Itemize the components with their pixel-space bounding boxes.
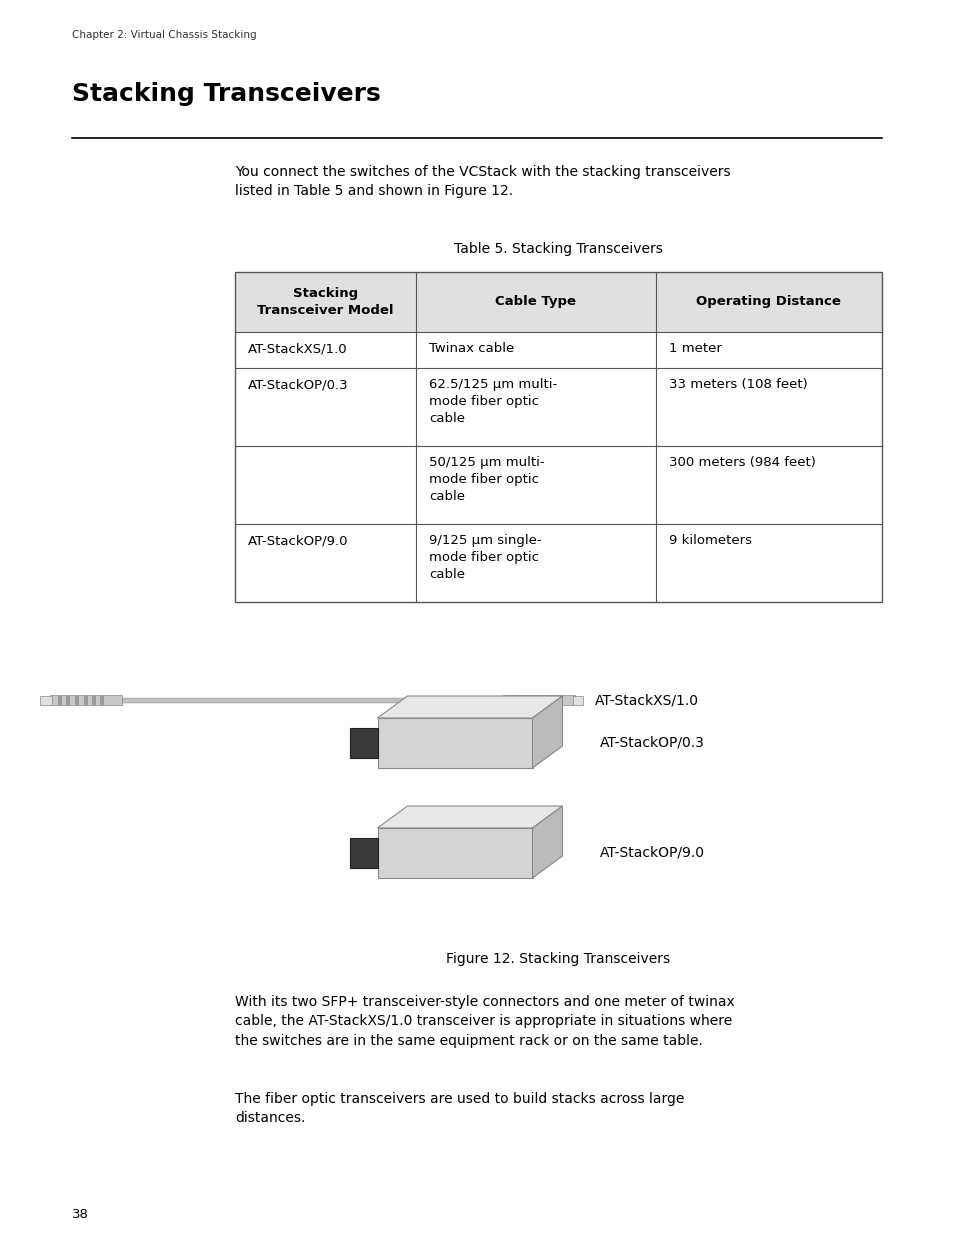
Text: Cable Type: Cable Type — [495, 295, 576, 309]
Bar — [234, 272, 882, 332]
Text: 9 kilometers: 9 kilometers — [668, 534, 751, 547]
Bar — [67, 695, 71, 705]
Bar — [122, 698, 519, 703]
Bar — [544, 695, 548, 705]
Text: 1 meter: 1 meter — [668, 342, 720, 354]
Bar — [50, 695, 122, 705]
Bar — [100, 695, 105, 705]
Bar — [84, 695, 88, 705]
Text: Stacking
Transceiver Model: Stacking Transceiver Model — [257, 288, 394, 316]
Text: AT-StackOP/9.0: AT-StackOP/9.0 — [248, 534, 348, 547]
Bar — [91, 695, 96, 705]
Text: You connect the switches of the VCStack with the stacking transceivers
listed in: You connect the switches of the VCStack … — [234, 165, 730, 199]
Bar — [511, 695, 515, 705]
Bar — [377, 827, 532, 878]
Text: AT-StackOP/0.3: AT-StackOP/0.3 — [599, 736, 704, 750]
Bar — [234, 332, 882, 601]
Text: AT-StackOP/0.3: AT-StackOP/0.3 — [248, 378, 348, 391]
Text: The fiber optic transceivers are used to build stacks across large
distances.: The fiber optic transceivers are used to… — [234, 1092, 683, 1125]
Text: 50/125 μm multi-
mode fiber optic
cable: 50/125 μm multi- mode fiber optic cable — [429, 456, 544, 503]
Bar — [349, 839, 377, 868]
Bar — [553, 695, 557, 705]
Bar — [502, 695, 575, 705]
Text: AT-StackXS/1.0: AT-StackXS/1.0 — [248, 342, 347, 354]
Text: 38: 38 — [71, 1208, 89, 1221]
Text: With its two SFP+ transceiver-style connectors and one meter of twinax
cable, th: With its two SFP+ transceiver-style conn… — [234, 995, 734, 1049]
Bar — [536, 695, 540, 705]
Polygon shape — [377, 806, 562, 827]
Bar — [58, 695, 62, 705]
Bar — [573, 695, 582, 704]
Text: 62.5/125 μm multi-
mode fiber optic
cable: 62.5/125 μm multi- mode fiber optic cabl… — [429, 378, 557, 425]
Bar — [234, 272, 882, 601]
Bar — [40, 695, 52, 704]
Text: Twinax cable: Twinax cable — [429, 342, 514, 354]
Text: 9/125 μm single-
mode fiber optic
cable: 9/125 μm single- mode fiber optic cable — [429, 534, 541, 580]
Text: Figure 12. Stacking Transceivers: Figure 12. Stacking Transceivers — [446, 952, 670, 966]
Bar — [349, 727, 377, 758]
Text: Operating Distance: Operating Distance — [696, 295, 841, 309]
Text: AT-StackOP/9.0: AT-StackOP/9.0 — [599, 846, 704, 860]
Text: Stacking Transceivers: Stacking Transceivers — [71, 82, 380, 106]
Polygon shape — [532, 806, 562, 878]
Text: AT-StackXS/1.0: AT-StackXS/1.0 — [595, 693, 699, 706]
Bar — [377, 718, 532, 768]
Bar — [527, 695, 532, 705]
Text: Table 5. Stacking Transceivers: Table 5. Stacking Transceivers — [454, 242, 662, 256]
Text: 33 meters (108 feet): 33 meters (108 feet) — [668, 378, 806, 391]
Bar — [75, 695, 79, 705]
Polygon shape — [532, 697, 562, 768]
Bar — [519, 695, 523, 705]
Polygon shape — [377, 697, 562, 718]
Text: Chapter 2: Virtual Chassis Stacking: Chapter 2: Virtual Chassis Stacking — [71, 30, 256, 40]
Text: 300 meters (984 feet): 300 meters (984 feet) — [668, 456, 815, 469]
